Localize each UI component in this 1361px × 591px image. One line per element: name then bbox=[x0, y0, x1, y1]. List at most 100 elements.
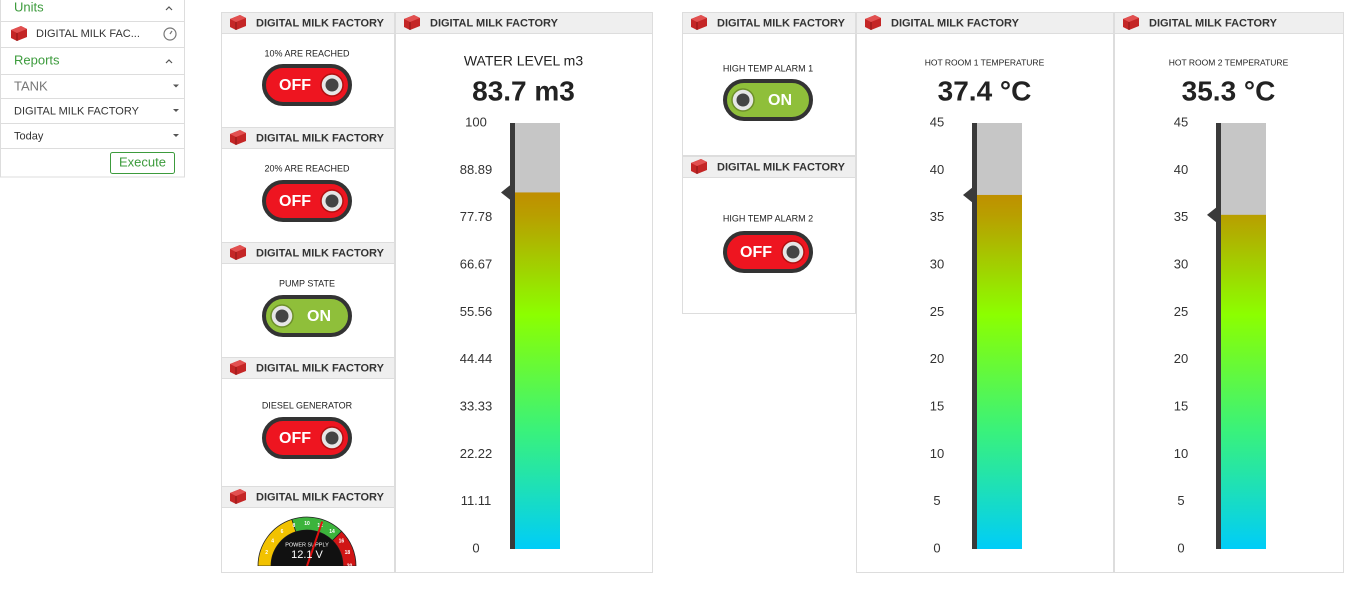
switch-knob-center[interactable] bbox=[786, 245, 800, 259]
scale-tick-label: 25 bbox=[930, 304, 944, 319]
unit-icon bbox=[404, 15, 420, 30]
switch-label: HIGH TEMP ALARM 2 bbox=[723, 213, 813, 223]
gauge-tick-label: 14 bbox=[329, 529, 335, 535]
icon-shape bbox=[230, 130, 246, 137]
widget-value: 83.7 m3 bbox=[472, 75, 575, 106]
switch-knob-center[interactable] bbox=[275, 309, 289, 323]
icon-shape bbox=[230, 489, 246, 496]
unit-icon bbox=[230, 360, 246, 375]
level-marker bbox=[1207, 206, 1217, 223]
icon-shape bbox=[691, 15, 707, 22]
section-title[interactable]: Units bbox=[14, 0, 44, 14]
status-icon bbox=[169, 30, 173, 35]
scale-tick-label: 20 bbox=[930, 351, 944, 366]
gauge-tick-label: 18 bbox=[345, 550, 351, 556]
unit-item[interactable]: DIGITAL MILK FAC... bbox=[36, 28, 140, 40]
toggle-switch[interactable]: OFF bbox=[723, 231, 813, 273]
widget-title: WATER LEVEL m3 bbox=[464, 53, 584, 69]
gauge-value: 12.1 V bbox=[291, 549, 323, 561]
gauge-needle bbox=[306, 521, 324, 566]
switch-state[interactable]: OFF bbox=[279, 193, 311, 210]
scale-tick-label: 0 bbox=[933, 540, 940, 555]
switch-label: DIESEL GENERATOR bbox=[262, 400, 353, 410]
collapse-icon[interactable] bbox=[165, 6, 173, 11]
toggle-switch[interactable]: ON bbox=[262, 295, 352, 337]
scale-tick-label: 10 bbox=[930, 446, 944, 461]
widget-header bbox=[221, 486, 395, 508]
execute-button[interactable] bbox=[110, 152, 175, 174]
level-fill bbox=[513, 192, 560, 550]
toggle-switch[interactable]: ON bbox=[723, 79, 813, 121]
scale-tick-label: 45 bbox=[1174, 114, 1188, 129]
scale-tick-label: 22.22 bbox=[460, 446, 493, 461]
section-title[interactable]: Reports bbox=[14, 52, 60, 67]
unit-icon bbox=[1123, 15, 1139, 30]
icon-shape bbox=[404, 15, 420, 22]
toggle-switch[interactable]: OFF bbox=[262, 180, 352, 222]
scale-tick-label: 40 bbox=[1174, 162, 1188, 177]
scale-tick-label: 88.89 bbox=[460, 162, 493, 177]
widget-title: HOT ROOM 1 TEMPERATURE bbox=[925, 57, 1045, 67]
unit-icon bbox=[230, 130, 246, 145]
gauge-tick-label: 2 bbox=[265, 550, 268, 556]
widget-value: 37.4 °C bbox=[938, 75, 1032, 106]
unit-icon bbox=[230, 15, 246, 30]
select-value[interactable]: TANK bbox=[14, 78, 48, 93]
scale-tick-label: 44.44 bbox=[460, 351, 493, 366]
select-value[interactable]: DIGITAL MILK FACTORY bbox=[14, 105, 140, 117]
scale-tick-label: 10 bbox=[1174, 446, 1188, 461]
switch-label: 20% ARE REACHED bbox=[264, 163, 350, 173]
scale-tick-label: 30 bbox=[930, 256, 944, 271]
switch-knob-center[interactable] bbox=[325, 78, 339, 92]
widget-header-title: DIGITAL MILK FACTORY bbox=[891, 17, 1020, 29]
button-label[interactable]: Execute bbox=[119, 154, 166, 169]
widget-header-title: DIGITAL MILK FACTORY bbox=[1149, 17, 1278, 29]
unit-icon bbox=[11, 26, 27, 41]
scale-tick-label: 33.33 bbox=[460, 398, 493, 413]
dropdown-caret bbox=[173, 134, 179, 137]
unit-icon bbox=[691, 15, 707, 30]
gauge-face bbox=[271, 530, 343, 566]
widget-header-title: DIGITAL MILK FACTORY bbox=[256, 247, 385, 259]
toggle-switch[interactable]: OFF bbox=[262, 417, 352, 459]
select-box[interactable] bbox=[0, 98, 185, 124]
icon-shape bbox=[11, 26, 27, 33]
widget-header-title: DIGITAL MILK FACTORY bbox=[717, 17, 846, 29]
select-value[interactable]: Today bbox=[14, 130, 44, 142]
scale-tick-label: 77.78 bbox=[460, 209, 493, 224]
icon-shape bbox=[230, 245, 246, 252]
switch-state[interactable]: ON bbox=[768, 92, 792, 109]
widget-header bbox=[221, 127, 395, 149]
switch-label: PUMP STATE bbox=[279, 278, 335, 288]
switch-state[interactable]: ON bbox=[307, 308, 331, 325]
toggle-switch[interactable]: OFF bbox=[262, 64, 352, 106]
gauge-tick-label: 20 bbox=[347, 563, 353, 569]
scale-tick-label: 55.56 bbox=[460, 304, 493, 319]
switch-label: 10% ARE REACHED bbox=[264, 48, 350, 58]
icon-shape bbox=[230, 15, 246, 22]
switch-knob-center[interactable] bbox=[736, 93, 750, 107]
switch-state[interactable]: OFF bbox=[279, 77, 311, 94]
widget-header bbox=[221, 357, 395, 379]
widget-header-title: DIGITAL MILK FACTORY bbox=[256, 17, 385, 29]
switch-state[interactable]: OFF bbox=[279, 430, 311, 447]
icon-shape bbox=[691, 159, 707, 166]
select-box[interactable] bbox=[0, 123, 185, 149]
gauge-tick-label: 16 bbox=[339, 538, 345, 544]
switch-state[interactable]: OFF bbox=[740, 244, 772, 261]
level-axis bbox=[1216, 123, 1221, 549]
level-axis bbox=[510, 123, 515, 549]
switch-knob-center[interactable] bbox=[325, 431, 339, 445]
icon-shape bbox=[865, 15, 881, 22]
unit-icon bbox=[691, 159, 707, 174]
widget-header bbox=[856, 12, 1114, 34]
icon-shape bbox=[230, 360, 246, 367]
gauge-label: POWER SUPPLY bbox=[285, 542, 329, 548]
unit-icon bbox=[230, 245, 246, 260]
scale-tick-label: 25 bbox=[1174, 304, 1188, 319]
collapse-icon[interactable] bbox=[165, 59, 173, 64]
switch-knob-center[interactable] bbox=[325, 194, 339, 208]
